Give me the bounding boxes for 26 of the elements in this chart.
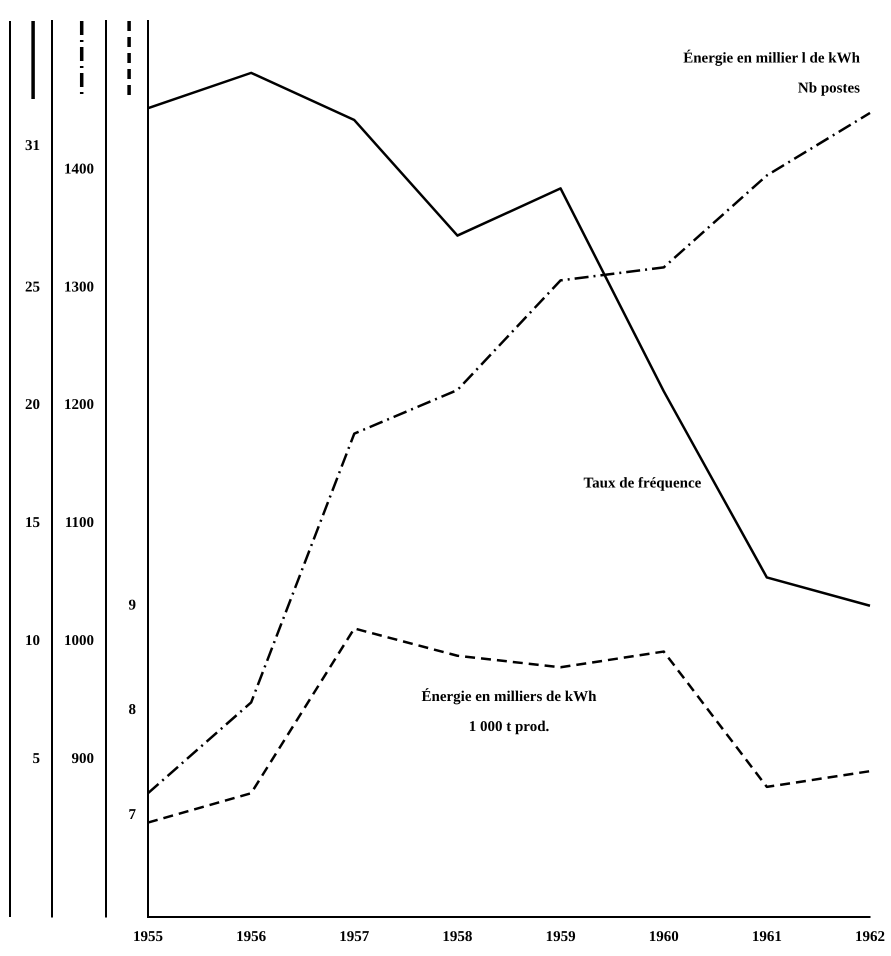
y-tick-label: 25 — [25, 279, 40, 296]
y2-tick-label: 900 — [72, 750, 94, 767]
y2-tick-label: 1000 — [64, 633, 94, 649]
y2-tick-label: 1300 — [64, 279, 94, 296]
y3-tick-label: 9 — [128, 597, 136, 614]
series-label: Énergie en millier l de kWh Nb postes — [683, 49, 861, 96]
x-tick-label: 1957 — [339, 928, 370, 945]
y-tick-label: 31 — [25, 138, 40, 154]
y-tick-label: 20 — [25, 397, 40, 414]
y2-tick-label: 1400 — [64, 161, 94, 178]
y2-tick-label: 1200 — [64, 397, 94, 414]
y-tick-label: 15 — [25, 515, 40, 532]
y3-tick-label: 7 — [128, 807, 136, 824]
x-tick-label: 1955 — [133, 928, 163, 945]
y3-tick-label: 8 — [128, 702, 136, 718]
x-tick-label: 1958 — [442, 928, 472, 945]
x-tick-label: 1956 — [236, 928, 267, 945]
y2-tick-label: 1100 — [64, 515, 94, 532]
series-label: Taux de fréquence — [584, 476, 702, 492]
series-label: Énergie en milliers de kWh 1 000 t prod. — [422, 688, 598, 735]
y-tick-label: 10 — [25, 633, 40, 649]
x-tick-label: 1961 — [752, 928, 782, 945]
y-tick-label: 5 — [32, 750, 40, 767]
x-tick-label: 1959 — [546, 928, 576, 945]
x-tick-label: 1960 — [648, 928, 679, 945]
x-tick-label: 1962 — [855, 928, 885, 945]
